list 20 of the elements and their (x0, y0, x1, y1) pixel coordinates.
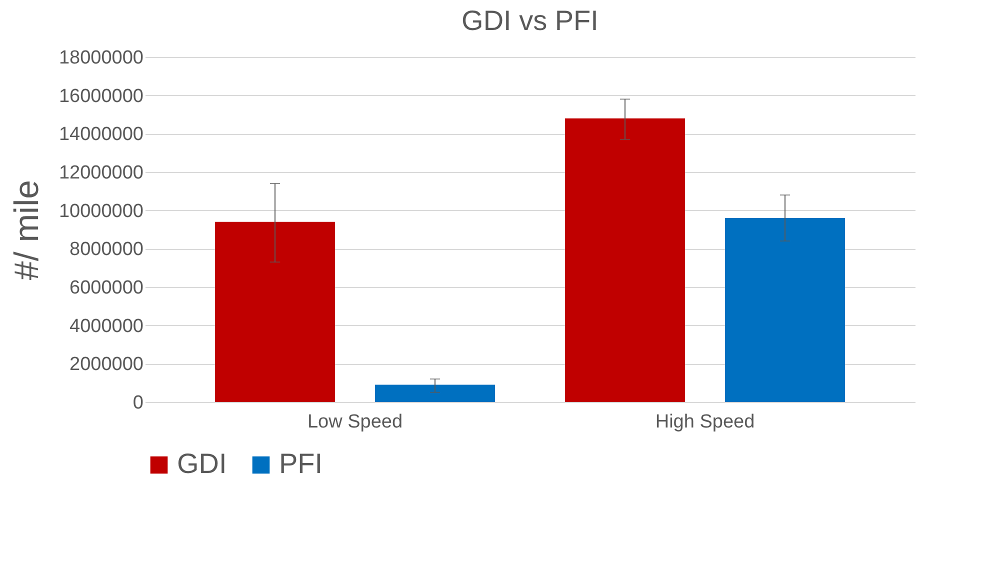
y-tick-label: 14000000 (58, 124, 144, 146)
y-tick-label: 8000000 (70, 239, 144, 260)
legend-label: GDI (177, 448, 227, 479)
y-tick-label: 16000000 (58, 86, 144, 107)
y-tick-label: 12000000 (58, 162, 144, 184)
legend-label: PFI (279, 448, 323, 479)
x-tick-label: High Speed (655, 412, 755, 432)
bar (565, 118, 685, 402)
x-tick-label: Low Speed (307, 412, 403, 432)
y-tick-label: 6000000 (70, 278, 144, 298)
y-tick-label: 0 (132, 392, 144, 414)
bar (215, 222, 335, 402)
y-tick-label: 18000000 (58, 48, 144, 68)
bar (375, 384, 495, 402)
y-tick-label: 10000000 (58, 200, 144, 222)
y-tick-label: 4000000 (70, 316, 144, 337)
chart-title: GDI vs PFI (462, 5, 598, 36)
y-tick-label: 2000000 (70, 354, 144, 376)
bar (725, 218, 845, 402)
y-axis-title: #/ mile (8, 180, 46, 280)
